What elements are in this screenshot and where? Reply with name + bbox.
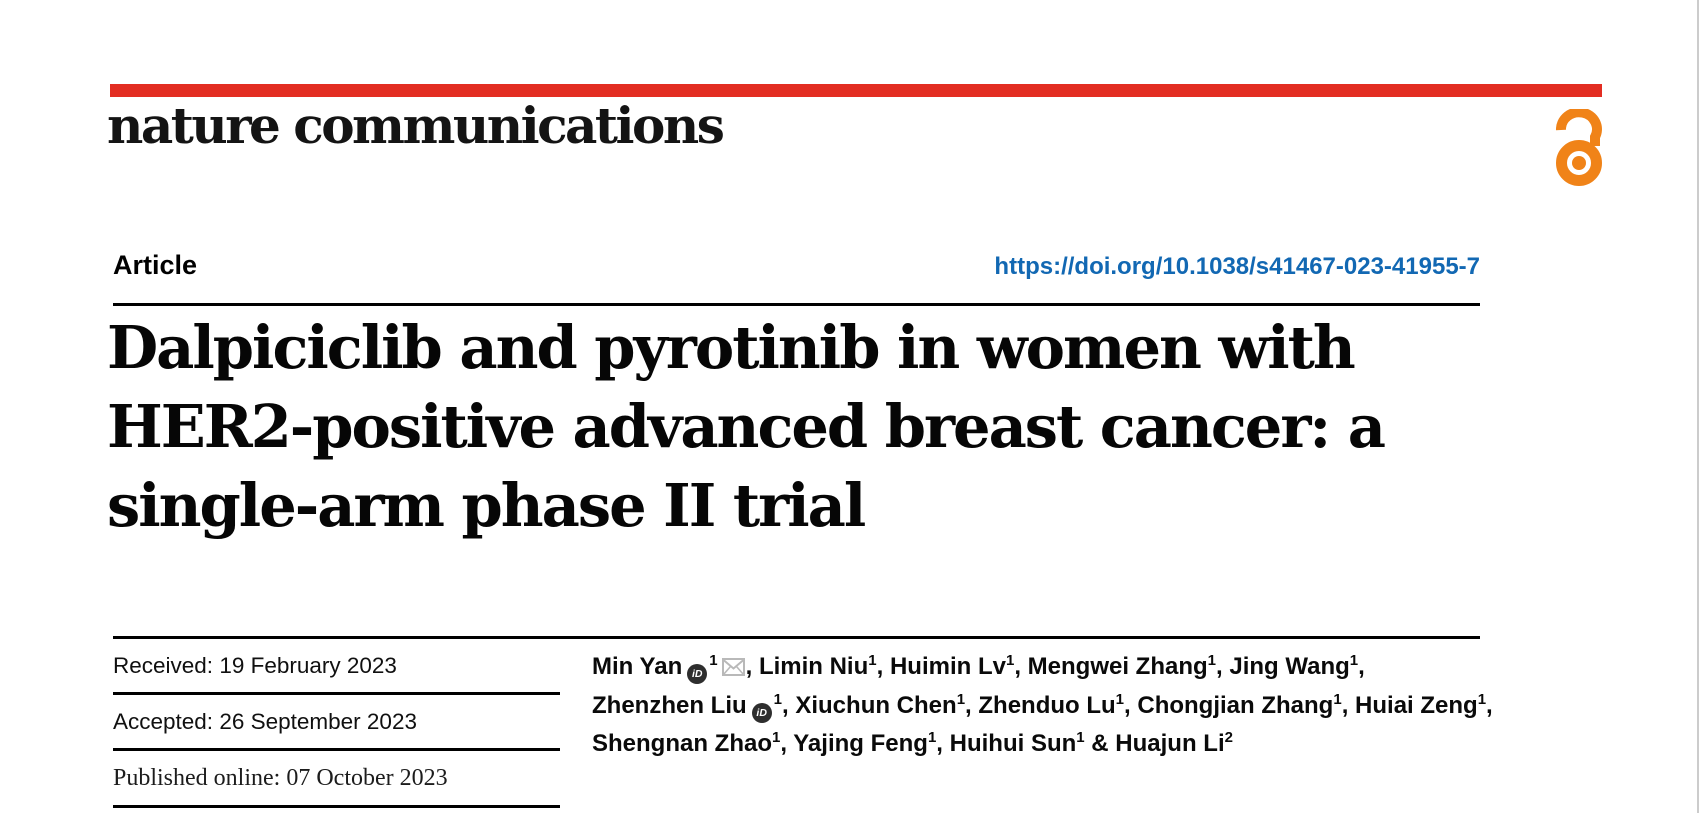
orcid-id-icon[interactable]: iD — [751, 702, 772, 723]
author-name: Zhenduo Lu — [978, 691, 1116, 719]
author-separator: , — [745, 653, 759, 680]
author-name: Limin Niu — [758, 653, 869, 680]
author-name: Zhenzhen Liu — [592, 691, 747, 719]
open-access-lock-icon — [1554, 107, 1604, 187]
title-bottom-rule — [113, 636, 1480, 639]
author-name: Min Yan — [592, 653, 683, 680]
affiliation-superscript: 1 — [1349, 652, 1359, 669]
author-name: Jing Wang — [1229, 653, 1350, 680]
history-label: Accepted: — [113, 709, 214, 734]
author-separator: , — [1486, 691, 1493, 719]
author-name: Huajun Li — [1115, 730, 1225, 757]
affiliation-superscript: 1 — [868, 652, 877, 669]
paper-title-line-3: single-arm phase II trial — [107, 471, 866, 540]
author-line: Min Yan iD1, Limin Niu1, Huimin Lv1, Meng… — [592, 649, 1492, 688]
author-separator: , — [782, 691, 796, 719]
affiliation-superscript: 1 — [1477, 690, 1487, 708]
author-separator: & — [1084, 730, 1116, 757]
article-history: Received: 19 February 2023 Accepted: 26 S… — [113, 639, 560, 808]
author-separator: , — [1216, 653, 1230, 680]
author-name: Huiai Zeng — [1355, 691, 1478, 719]
author-separator: , — [1358, 653, 1365, 680]
affiliation-superscript: 1 — [1207, 652, 1216, 669]
author-name: Chongjian Zhang — [1137, 691, 1334, 719]
affiliation-superscript: 1 — [773, 690, 782, 708]
affiliation-superscript: 1 — [1005, 652, 1015, 669]
author-separator: , — [965, 691, 979, 719]
paper-title-line-2: HER2-positive advanced breast cancer: a — [107, 392, 1386, 461]
author-separator: , — [1341, 691, 1356, 719]
history-label: Received: — [113, 653, 214, 678]
author-name: Huimin Lv — [889, 653, 1006, 680]
author-line: Zhenzhen Liu iD1, Xiuchun Chen1, Zhenduo … — [592, 688, 1493, 727]
author-list: Min Yan iD1, Limin Niu1, Huimin Lv1, Meng… — [592, 649, 1493, 765]
history-row: Accepted: 26 September 2023 — [113, 695, 560, 751]
author-line: Shengnan Zhao1, Yajing Feng1, Huihui Sun… — [592, 726, 1492, 765]
history-row: Received: 19 February 2023 — [113, 639, 560, 695]
history-value: 07 October 2023 — [280, 765, 448, 791]
affiliation-superscript: 2 — [1224, 729, 1233, 746]
envelope-icon[interactable] — [721, 651, 745, 687]
affiliation-superscript: 1 — [1076, 729, 1085, 746]
affiliation-superscript: 1 — [1115, 690, 1125, 708]
history-value: 19 February 2023 — [213, 653, 397, 678]
doi-link[interactable]: https://doi.org/10.1038/s41467-023-41955… — [994, 253, 1480, 280]
author-separator: , — [936, 730, 950, 757]
page-edge-divider — [1697, 0, 1699, 813]
author-name: Mengwei Zhang — [1027, 653, 1208, 680]
author-name: Shengnan Zhao — [592, 730, 772, 757]
masthead-red-bar — [110, 84, 1602, 97]
affiliation-superscript: 1 — [709, 652, 718, 669]
affiliation-superscript: 1 — [1333, 690, 1342, 708]
history-row: Published online: 07 October 2023 — [113, 751, 560, 808]
article-type-label: Article — [113, 250, 198, 280]
author-separator: , — [780, 730, 794, 757]
affiliation-superscript: 1 — [956, 690, 966, 708]
author-separator: , — [1124, 691, 1138, 719]
author-name: Xiuchun Chen — [795, 691, 957, 719]
header-rule — [113, 303, 1480, 306]
author-separator: , — [876, 653, 890, 680]
history-value: 26 September 2023 — [213, 709, 417, 734]
paper-title: Dalpiciclib and pyrotinib in women with … — [107, 308, 1487, 545]
article-header-row: Article https://doi.org/10.1038/s41467-0… — [113, 250, 1480, 281]
journal-logo: nature communications — [107, 96, 725, 155]
author-name: Yajing Feng — [793, 730, 928, 757]
orcid-id-icon[interactable]: iD — [687, 664, 708, 684]
history-label: Published online: — [113, 765, 281, 791]
paper-title-line-1: Dalpiciclib and pyrotinib in women with — [107, 313, 1356, 382]
affiliation-superscript: 1 — [927, 729, 937, 746]
affiliation-superscript: 1 — [772, 729, 781, 746]
author-name: Huihui Sun — [949, 730, 1077, 757]
author-separator: , — [1014, 653, 1028, 680]
